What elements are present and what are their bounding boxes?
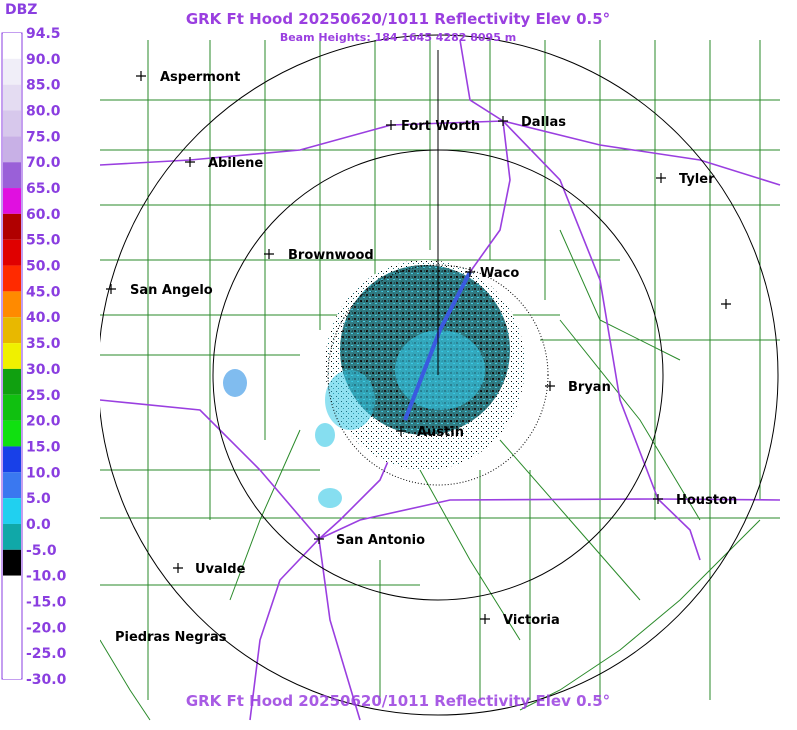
legend-label: 45.0 [26,284,61,300]
legend-label: 80.0 [26,104,61,120]
city-marker [721,299,731,309]
legend-label: -30.0 [26,672,67,688]
echo-patch [395,330,485,410]
title: GRK Ft Hood 20250620/1011 Reflectivity E… [186,10,610,28]
color-swatch [3,394,21,421]
legend-label: 35.0 [26,336,61,352]
legend-label: 15.0 [26,439,61,455]
legend-label: -10.0 [26,569,67,585]
color-swatch [3,265,21,292]
color-swatch [3,343,21,369]
city-label: Dallas [521,115,566,130]
legend-label: 20.0 [26,414,61,430]
city-marker [264,249,274,259]
legend-label: 90.0 [26,52,61,68]
color-swatch [3,627,21,654]
echo-patch [223,369,247,397]
city-label: Uvalde [195,562,246,577]
color-swatch [3,291,21,318]
legend-title: DBZ [5,2,37,18]
color-swatch [3,239,21,266]
color-swatch [3,33,21,59]
color-swatch [3,601,21,628]
city-marker [396,426,406,436]
city-label: Bryan [568,380,611,395]
city-label: Piedras Negras [115,630,227,645]
city-label: Tyler [679,172,715,187]
city-marker [314,534,324,544]
legend-label: 55.0 [26,233,61,249]
legend-label: -25.0 [26,646,67,662]
city-marker [545,381,555,391]
city-label: Austin [417,425,464,440]
city-labels: Aspermont Fort Worth Dallas Abilene Tyler Bro… [106,70,737,645]
legend-label: 70.0 [26,155,61,171]
city-marker [386,120,396,130]
color-swatch [3,549,21,576]
legend-label: 0.0 [26,517,51,533]
legend-label: -15.0 [26,594,67,610]
color-swatch [3,213,21,240]
color-swatch [3,498,21,524]
city-label: Victoria [503,613,560,628]
city-label: Waco [480,266,519,281]
city-label: Aspermont [160,70,240,85]
legend-label: 85.0 [26,78,61,94]
range-rings [97,34,779,716]
city-label: San Angelo [130,283,213,298]
legend-label: -20.0 [26,620,67,636]
city-marker [498,116,508,126]
legend-label: 5.0 [26,491,51,507]
legend-label: 94.5 [26,26,61,42]
city-marker [465,267,475,277]
color-swatch [3,420,21,447]
color-swatch [3,162,21,189]
city-label: Abilene [208,156,263,171]
legend-label: 60.0 [26,207,61,223]
color-swatch [3,523,21,550]
color-swatch [3,58,21,85]
legend-label: -5.0 [26,543,57,559]
color-swatch [3,136,21,163]
legend-label: 30.0 [26,362,61,378]
city-marker [185,157,195,167]
city-label: Brownwood [288,248,374,263]
city-marker [480,614,490,624]
color-swatch [3,446,21,473]
legend-label: 25.0 [26,388,61,404]
color-bar: 94.5 90.0 85.0 80.0 75.0 70.0 65.0 60.0 55.0 50.0… [1,26,67,688]
legend-label: 10.0 [26,465,61,481]
legend-label: 50.0 [26,259,61,275]
echo-patch [325,370,375,430]
city-marker [136,71,146,81]
city-marker [173,563,183,573]
legend-label: 40.0 [26,310,61,326]
city-marker [106,284,116,294]
color-swatch [3,84,21,111]
color-swatch [3,188,21,214]
city-label: Fort Worth [401,119,480,134]
range-ring [327,264,549,486]
city-label: San Antonio [336,533,425,548]
echoes [223,260,525,508]
echo-band [403,271,472,421]
footer-title: GRK Ft Hood 20250620/1011 Reflectivity E… [186,692,610,710]
legend-label: 65.0 [26,181,61,197]
color-swatch [3,472,21,499]
color-swatch [3,368,21,395]
color-swatch [3,110,21,137]
city-marker [653,494,663,504]
color-swatch [3,317,21,344]
echo-patch [315,423,335,447]
city-label: Houston [676,493,737,508]
city-marker [656,173,666,183]
color-swatch [3,653,21,679]
subtitle: Beam Heights: 184 1645 4282 8095 m [280,31,516,44]
legend-label: 75.0 [26,129,61,145]
echo-patch [318,488,342,508]
color-swatch [3,575,21,602]
